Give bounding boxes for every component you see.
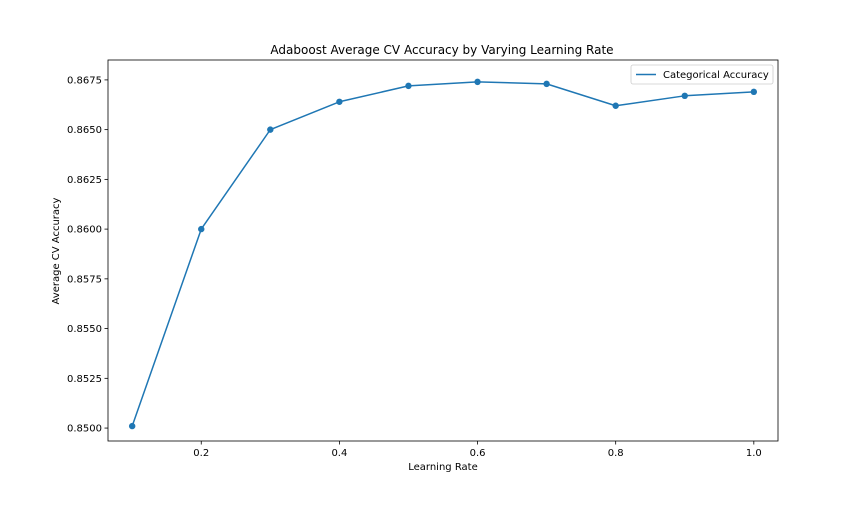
series-line: [131, 81, 754, 427]
x-tick-label: 0.2: [193, 448, 209, 459]
x-tick-label: 0.8: [608, 448, 624, 459]
x-axis-label: Learning Rate: [408, 462, 478, 473]
data-point: [612, 102, 619, 109]
legend-box: [630, 64, 774, 85]
plot-background: [108, 60, 778, 441]
y-tick-label: 0.8575: [67, 274, 102, 285]
data-point: [128, 422, 136, 430]
x-tick-label: 1.0: [746, 448, 762, 459]
plot-frame: [107, 59, 779, 442]
y-tick-label: 0.8525: [67, 374, 102, 385]
data-point: [198, 225, 205, 233]
y-tick-label: 0.8600: [67, 225, 102, 236]
y-axis-label: Average CV Accuracy: [51, 197, 62, 304]
x-tick-label: 0.4: [331, 448, 347, 459]
data-point: [267, 126, 274, 133]
chart-title: Adaboost Average CV Accuracy by Varying …: [270, 43, 613, 57]
data-point: [681, 92, 688, 100]
legend-label: Categorical Accuracy: [663, 70, 769, 81]
data-point: [405, 82, 412, 90]
legend: Categorical Accuracy: [630, 64, 774, 85]
data-point: [750, 88, 758, 96]
y-tick-label: 0.8500: [67, 424, 102, 435]
y-tick-label: 0.8675: [67, 75, 102, 86]
x-tick-label: 0.6: [470, 448, 486, 459]
data-point: [336, 98, 343, 105]
y-tick-label: 0.8550: [67, 324, 102, 335]
x-axis-ticks: 0.2 0.4 0.6 0.8 1.0: [193, 441, 762, 459]
data-point: [543, 80, 550, 88]
y-tick-label: 0.8650: [67, 125, 102, 136]
y-axis-ticks: 0.8500 0.8525 0.8550 0.8575 0.8600 0.8625 0.86…: [67, 75, 108, 435]
plot-area: [108, 60, 778, 441]
data-point: [474, 78, 481, 86]
series-layer: [128, 78, 758, 430]
y-tick-label: 0.8625: [67, 175, 102, 186]
